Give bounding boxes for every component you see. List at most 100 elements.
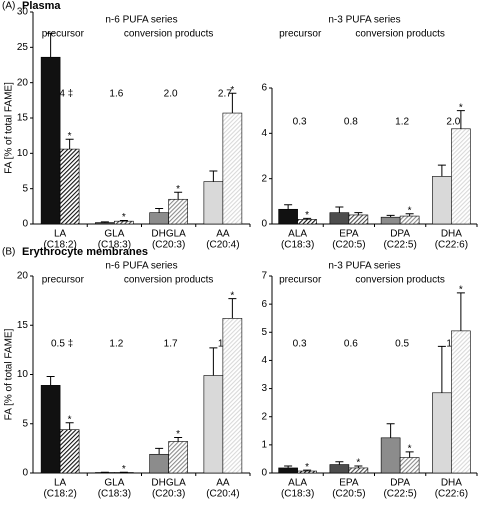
group-title: n-3 PUFA series xyxy=(328,15,400,26)
y-tick-label: 3 xyxy=(261,383,267,394)
significance-marker: * xyxy=(459,102,463,113)
y-tick-label: 4 xyxy=(261,355,267,366)
x-tick-label: DHA xyxy=(441,229,462,240)
x-tick-label: DHGLA xyxy=(151,229,186,240)
bar xyxy=(150,213,169,224)
error-bar xyxy=(457,293,465,331)
y-tick-label: 2 xyxy=(261,173,267,184)
y-tick-label: 7 xyxy=(261,271,267,282)
y-tick-label: 5 xyxy=(22,183,28,194)
significance-marker: * xyxy=(230,85,234,96)
significance-marker: * xyxy=(230,290,234,301)
group-label: conversion products xyxy=(355,275,445,286)
x-tick-sublabel: (C20:5) xyxy=(332,489,365,500)
bar xyxy=(330,213,349,224)
y-tick-label: 5 xyxy=(22,418,28,429)
y-axis-label: FA [% of total FAME] xyxy=(4,328,15,420)
x-tick-label: LA xyxy=(54,229,67,240)
error-bar xyxy=(335,462,343,465)
y-tick-label: 20 xyxy=(17,77,29,88)
ratio-label: 0.3 xyxy=(293,117,307,128)
significance-marker: * xyxy=(356,458,360,469)
x-tick-label: AA xyxy=(216,478,230,489)
bar xyxy=(400,458,419,473)
significance-marker: * xyxy=(459,285,463,296)
error-bar xyxy=(438,346,446,392)
y-tick-label: 0 xyxy=(261,468,267,479)
bar xyxy=(381,217,400,224)
bar xyxy=(451,129,470,224)
x-tick-label: DHA xyxy=(441,478,462,489)
error-bar xyxy=(284,205,292,210)
x-tick-sublabel: (C20:5) xyxy=(332,240,365,251)
y-tick-label: 20 xyxy=(17,271,29,282)
significance-marker: * xyxy=(305,462,309,473)
group-label: precursor xyxy=(279,29,322,40)
x-tick-sublabel: (C22:5) xyxy=(383,240,416,251)
y-tick-label: 0 xyxy=(22,219,28,230)
x-tick-sublabel: (C22:6) xyxy=(435,240,468,251)
x-tick-sublabel: (C20:3) xyxy=(152,240,185,251)
significance-marker: * xyxy=(176,184,180,195)
ratio-label: 1.7 xyxy=(164,339,178,350)
ratio-label: 0.5 xyxy=(395,339,409,350)
x-tick-label: DHGLA xyxy=(151,478,186,489)
bar xyxy=(381,438,400,473)
x-tick-sublabel: (C18:3) xyxy=(281,489,314,500)
bar xyxy=(169,441,188,473)
bar xyxy=(150,454,169,473)
error-bar xyxy=(155,208,163,212)
x-tick-sublabel: (C22:5) xyxy=(383,489,416,500)
x-tick-sublabel: (C20:4) xyxy=(206,489,239,500)
group-label: conversion products xyxy=(124,275,214,286)
panel-label: (B) xyxy=(2,247,15,258)
y-tick-label: 6 xyxy=(261,83,267,94)
bar xyxy=(169,199,188,224)
significance-marker: * xyxy=(122,464,126,475)
x-tick-label: AA xyxy=(216,229,230,240)
bar xyxy=(41,385,60,473)
significance-marker: * xyxy=(122,212,126,223)
group-label: precursor xyxy=(279,275,322,286)
y-tick-label: 5 xyxy=(261,327,267,338)
significance-marker: * xyxy=(305,210,309,221)
bar xyxy=(400,216,419,224)
error-bar xyxy=(155,448,163,454)
y-tick-label: 6 xyxy=(261,299,267,310)
y-tick-label: 30 xyxy=(17,7,29,18)
bar xyxy=(60,430,79,473)
ratio-label: 1.6 xyxy=(109,89,123,100)
ratio-label: 0.3 xyxy=(293,339,307,350)
significance-marker: * xyxy=(68,131,72,142)
y-tick-label: 25 xyxy=(17,42,29,53)
bar xyxy=(223,318,242,473)
ratio-label: 1.2 xyxy=(109,339,123,350)
y-tick-label: 0 xyxy=(22,468,28,479)
bar xyxy=(279,468,298,473)
bar xyxy=(223,113,242,224)
y-tick-label: 2 xyxy=(261,411,267,422)
y-tick-label: 4 xyxy=(261,128,267,139)
bar xyxy=(451,331,470,473)
y-tick-label: 10 xyxy=(17,148,29,159)
significance-marker: * xyxy=(68,414,72,425)
ratio-label: 2.0 xyxy=(164,89,178,100)
ratio-label: 0.5 ‡ xyxy=(51,339,73,350)
y-tick-label: 10 xyxy=(17,369,29,380)
error-bar xyxy=(228,299,236,319)
y-tick-label: 1 xyxy=(261,439,267,450)
x-tick-label: ALA xyxy=(288,229,307,240)
x-tick-sublabel: (C18:2) xyxy=(43,489,76,500)
bar xyxy=(204,182,223,224)
bar xyxy=(204,375,223,473)
ratio-label: 0.8 xyxy=(344,117,358,128)
group-label: conversion products xyxy=(355,29,445,40)
error-bar xyxy=(47,376,55,385)
x-tick-label: LA xyxy=(54,478,67,489)
group-label: precursor xyxy=(42,275,85,286)
group-label: precursor xyxy=(42,29,85,40)
x-tick-label: ALA xyxy=(288,478,307,489)
bar xyxy=(279,209,298,224)
x-tick-label: EPA xyxy=(339,478,359,489)
